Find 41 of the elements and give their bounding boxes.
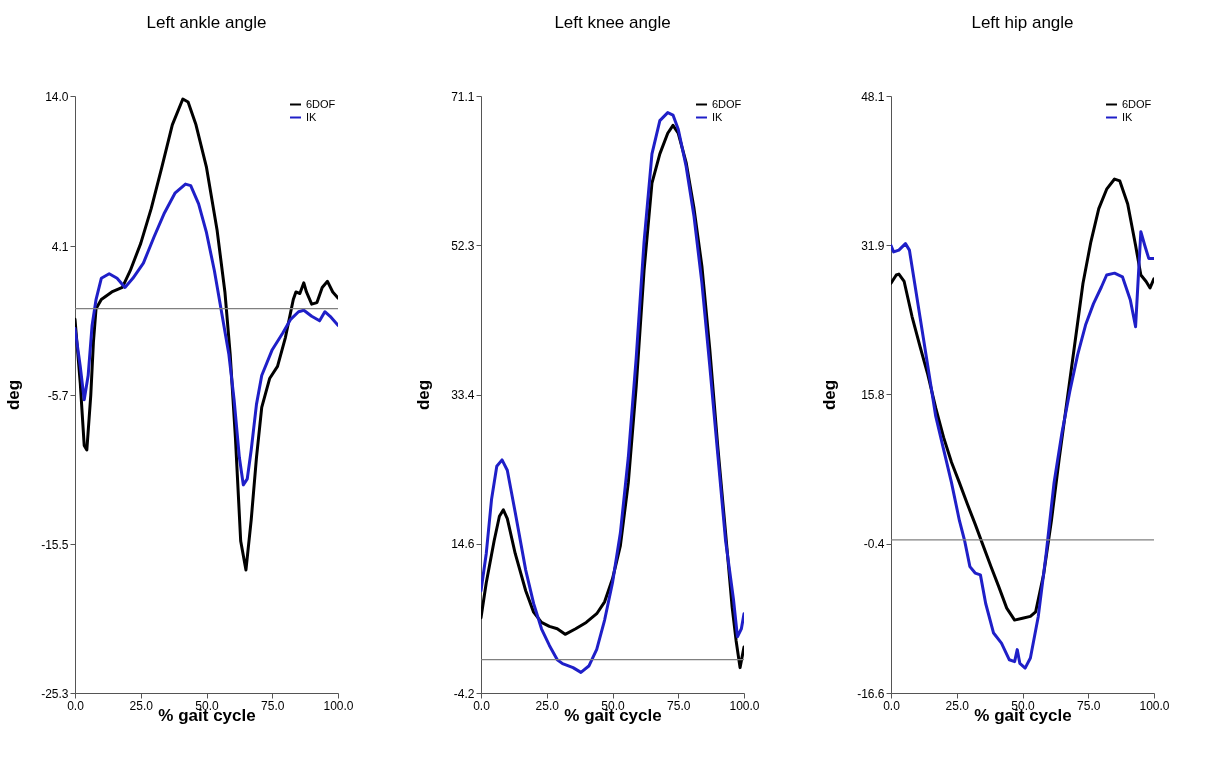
legend-label: 6DOF <box>1122 97 1152 110</box>
y-axis-title: deg <box>414 379 434 411</box>
legend-label: 6DOF <box>306 97 336 110</box>
x-tick-label: 100.0 <box>729 698 760 713</box>
y-tick-label: 31.9 <box>861 238 885 253</box>
y-tick-label: 14.6 <box>451 537 475 552</box>
legend-label: IK <box>306 110 318 123</box>
y-tick-label: 14.0 <box>45 89 69 104</box>
y-tick-label: -5.7 <box>47 388 69 403</box>
y-tick-label: 71.1 <box>451 89 475 104</box>
y-tick-label: -16.6 <box>857 686 885 701</box>
x-tick-label: 0.0 <box>883 698 901 713</box>
y-axis-title: deg <box>820 379 840 411</box>
x-tick-label: 25.0 <box>535 698 560 713</box>
y-axis-title: deg <box>4 379 24 411</box>
y-tick-label: -0.4 <box>863 537 885 552</box>
y-tick-label: 4.1 <box>51 239 69 254</box>
x-tick-label: 75.0 <box>1077 698 1101 713</box>
y-tick-label: 52.3 <box>451 238 475 253</box>
legend-label: 6DOF <box>712 97 742 110</box>
legend-label: IK <box>712 110 724 123</box>
x-tick-label: 75.0 <box>261 698 285 713</box>
y-tick-label: -4.2 <box>453 686 475 701</box>
y-tick-label: -15.5 <box>41 537 69 552</box>
y-tick-label: 33.4 <box>451 388 475 403</box>
x-tick-label: 100.0 <box>1139 698 1170 713</box>
x-tick-label: 75.0 <box>667 698 691 713</box>
legend-label: IK <box>1122 110 1134 123</box>
x-tick-label: 100.0 <box>323 698 354 713</box>
x-tick-label: 25.0 <box>129 698 154 713</box>
y-tick-label: 48.1 <box>861 89 885 104</box>
chart-title: Left knee angle <box>554 13 671 32</box>
chart-title: Left hip angle <box>971 13 1074 32</box>
line-series <box>75 182 338 487</box>
y-tick-label: -25.3 <box>41 686 69 701</box>
x-tick-label: 0.0 <box>473 698 491 713</box>
y-tick-label: 15.8 <box>861 387 885 402</box>
line-series <box>891 230 1154 670</box>
chart-title: Left ankle angle <box>146 13 267 32</box>
x-tick-label: 0.0 <box>67 698 85 713</box>
x-tick-label: 25.0 <box>945 698 970 713</box>
